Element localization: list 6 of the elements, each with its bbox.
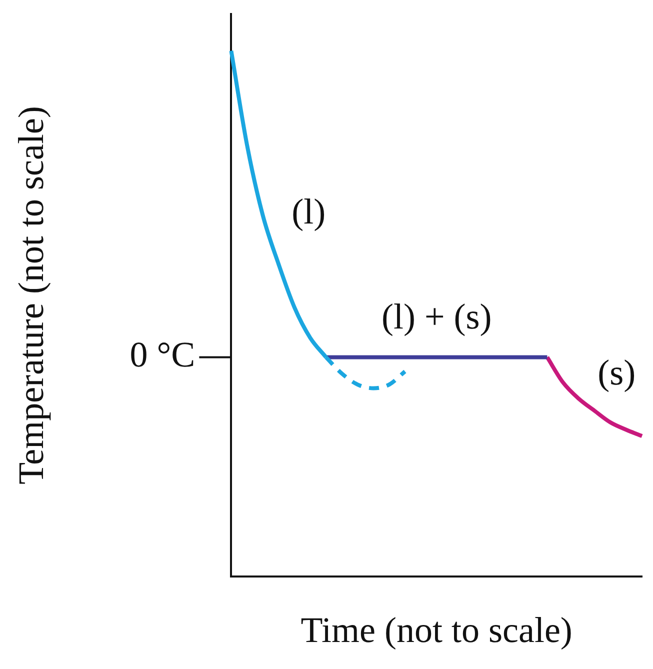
series-label: (l) + (s) [381, 296, 492, 337]
y-axis-title: Temperature (not to scale) [11, 106, 52, 484]
series-label: (l) [292, 192, 326, 232]
x-axis-title: Time (not to scale) [300, 610, 572, 650]
ref-line-label: 0 °C [130, 334, 196, 375]
series-label: (s) [598, 352, 636, 392]
